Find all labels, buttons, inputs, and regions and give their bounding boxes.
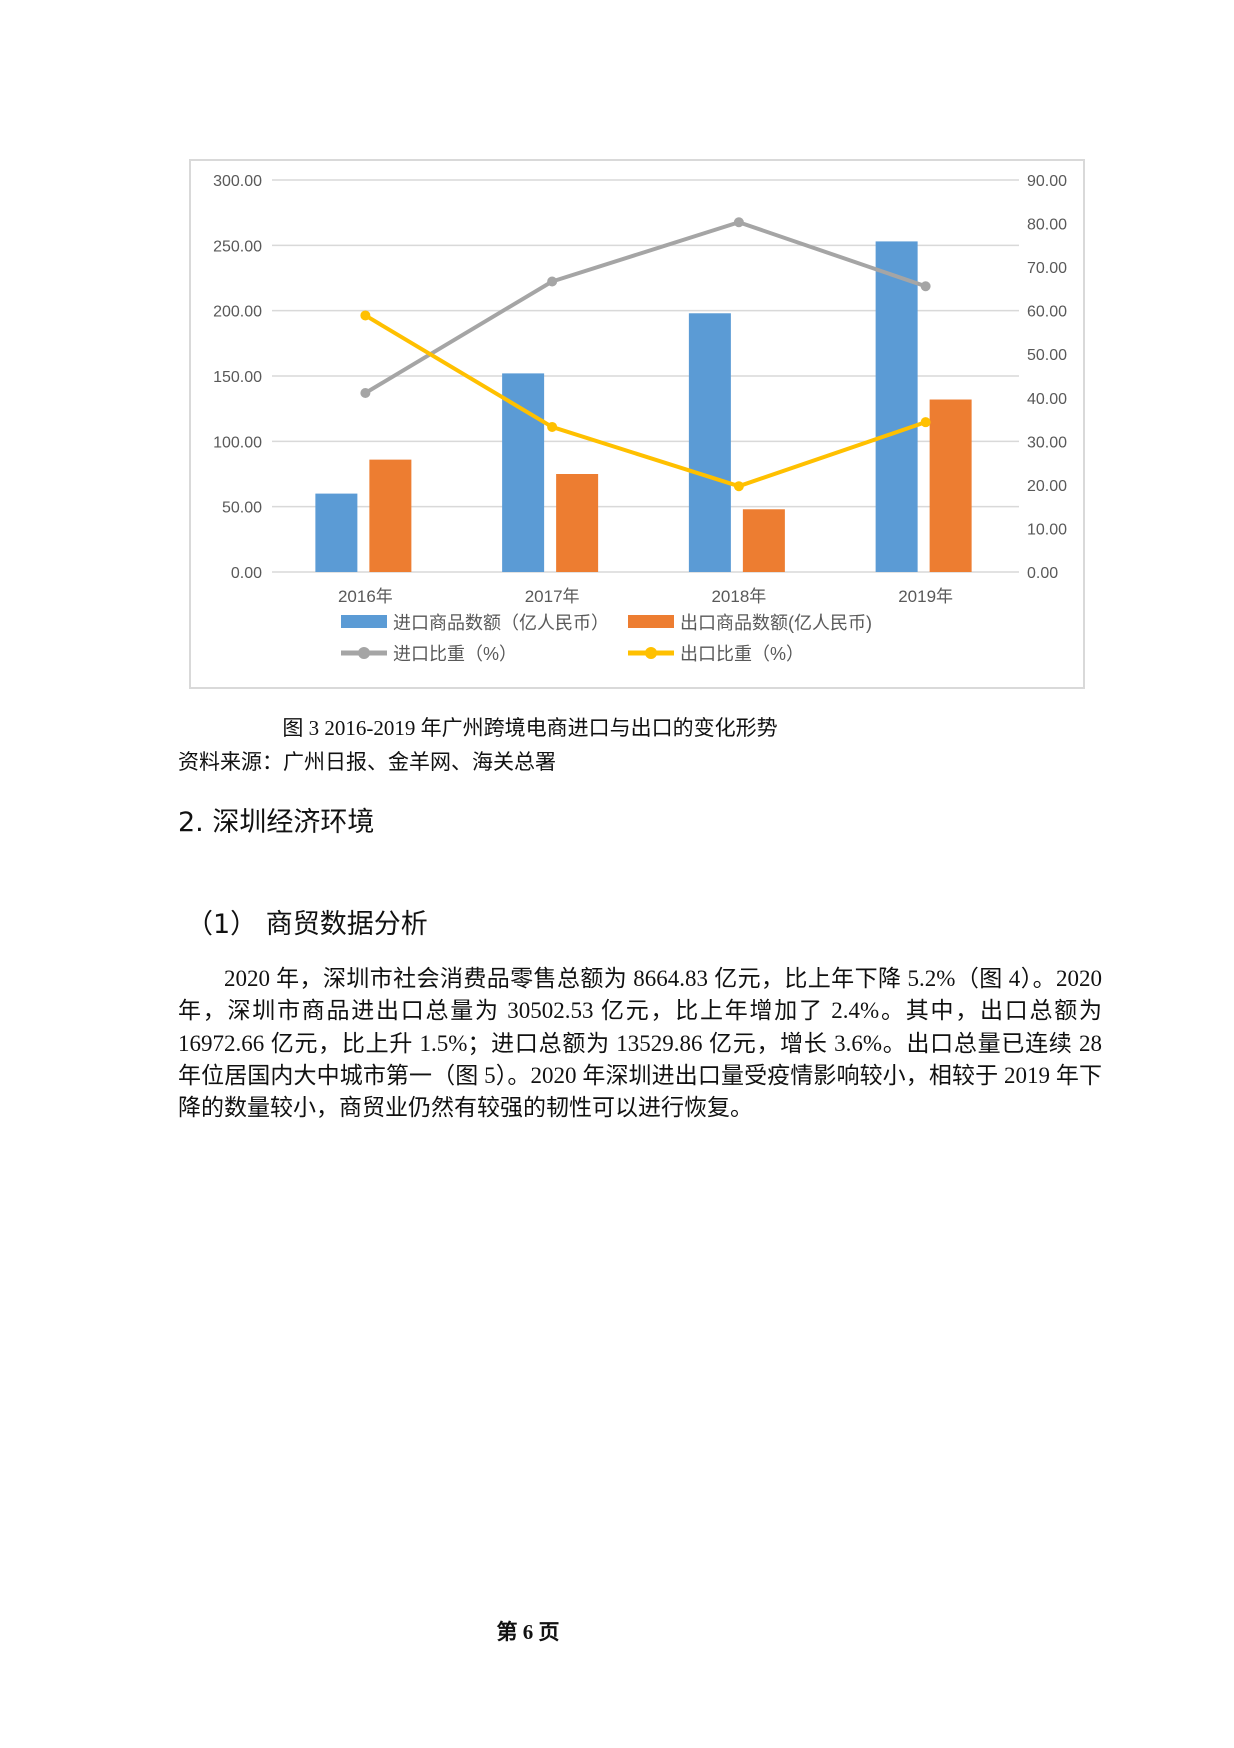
left-axis-tick-label: 50.00 [222, 500, 262, 517]
page-number: 第 6 页 [496, 1620, 560, 1644]
combo-chart: 0.00 50.00 100.00 150.00 200.00 250.00 300.00 0… [213, 173, 1067, 664]
section-heading: 2. 深圳经济环境 [178, 807, 375, 838]
legend-swatch [341, 615, 387, 628]
right-axis-tick-label: 40.00 [1027, 391, 1067, 408]
body-paragraph: 2020 年，深圳市社会消费品零售总额为 8664.83 亿元，比上年下降 5.… [178, 966, 1102, 1121]
right-axis-tick-label: 0.00 [1027, 565, 1058, 582]
right-axis-tick-label: 70.00 [1027, 260, 1067, 277]
x-axis-tick-label: 2019年 [898, 587, 953, 606]
bar-export [556, 474, 599, 572]
line-import-share [364, 220, 927, 395]
x-axis-tick-label: 2018年 [711, 587, 766, 606]
line-marker [360, 310, 371, 321]
right-axis-tick-label: 10.00 [1027, 521, 1067, 538]
bar-import [315, 493, 358, 572]
right-axis-tick-label: 20.00 [1027, 478, 1067, 495]
line-marker [547, 421, 558, 432]
legend-marker [358, 647, 370, 659]
line-marker [920, 417, 931, 428]
bar-export [742, 509, 785, 572]
left-axis-tick-label: 100.00 [213, 434, 262, 451]
left-axis-tick-label: 200.00 [213, 304, 262, 321]
left-axis-tick-label: 300.00 [213, 173, 262, 190]
line-marker [733, 217, 744, 228]
bar-import [875, 241, 918, 572]
right-axis-tick-label: 50.00 [1027, 347, 1067, 364]
right-axis-tick-label: 80.00 [1027, 217, 1067, 234]
subsection-heading: （1） 商贸数据分析 [186, 909, 428, 940]
line-marker [733, 481, 744, 492]
legend-label: 进口商品数额（亿人民币） [393, 613, 609, 633]
x-axis-tick-label: 2016年 [338, 587, 393, 606]
left-axis-tick-label: 0.00 [231, 565, 262, 582]
right-axis-tick-label: 60.00 [1027, 304, 1067, 321]
legend-label: 进口比重（%） [393, 644, 517, 664]
legend-swatch [628, 615, 674, 628]
bar-import [688, 313, 731, 572]
figure-caption: 图 3 2016-2019 年广州跨境电商进口与出口的变化形势 [282, 716, 778, 740]
legend-label: 出口商品数额(亿人民币) [680, 613, 872, 633]
bar-export [369, 459, 412, 572]
line-marker [360, 387, 371, 398]
bar-import [502, 373, 545, 572]
right-axis-tick-label: 30.00 [1027, 434, 1067, 451]
legend-label: 出口比重（%） [680, 644, 804, 664]
left-axis-tick-label: 250.00 [213, 238, 262, 255]
line-marker [920, 281, 931, 292]
line-export-share [364, 313, 927, 489]
chart-container: 0.00 50.00 100.00 150.00 200.00 250.00 300.00 0… [189, 159, 1085, 689]
right-axis-tick-label: 90.00 [1027, 173, 1067, 190]
x-axis-tick-label: 2017年 [525, 587, 580, 606]
left-axis-tick-label: 150.00 [213, 369, 262, 386]
line-marker [547, 276, 558, 287]
source-note: 资料来源：广州日报、金羊网、海关总署 [178, 750, 556, 774]
bar-export [929, 399, 972, 572]
legend-marker [645, 647, 657, 659]
